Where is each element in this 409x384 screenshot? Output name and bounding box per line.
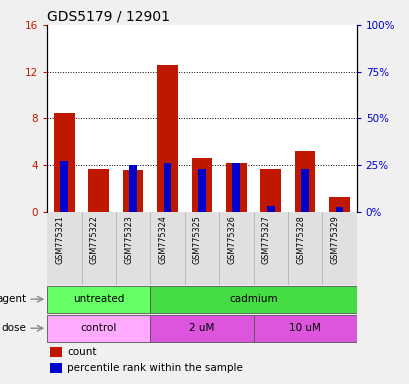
Bar (225, 163, 246, 212)
Text: GDS5179 / 12901: GDS5179 / 12901 (47, 10, 170, 24)
Text: dose: dose (2, 323, 27, 333)
Bar (232, 163, 240, 212)
Bar (328, 197, 349, 212)
Text: cadmium: cadmium (229, 294, 277, 304)
Text: percentile rank within the sample: percentile rank within the sample (67, 363, 243, 373)
Text: GSM775322: GSM775322 (90, 215, 99, 265)
Text: agent: agent (0, 294, 27, 304)
Bar (301, 169, 308, 212)
Bar (129, 165, 137, 212)
Text: GSM775324: GSM775324 (158, 215, 167, 264)
Text: untreated: untreated (73, 294, 124, 304)
Text: GSM775323: GSM775323 (124, 215, 133, 264)
Bar (47, 315, 150, 342)
Bar (50, 363, 62, 373)
Bar (47, 286, 150, 313)
Text: 2 uM: 2 uM (189, 323, 214, 333)
Text: count: count (67, 347, 97, 357)
Text: 10 uM: 10 uM (288, 323, 320, 333)
Text: control: control (80, 323, 117, 333)
Bar (88, 169, 109, 212)
Bar (198, 169, 205, 212)
Bar (163, 163, 171, 212)
Bar (335, 207, 343, 212)
Text: GSM775328: GSM775328 (295, 215, 304, 264)
Bar (123, 170, 143, 212)
Bar (294, 151, 315, 212)
Bar (266, 206, 274, 212)
Bar (260, 169, 280, 212)
Text: GSM775321: GSM775321 (55, 215, 64, 264)
Text: GSM775327: GSM775327 (261, 215, 270, 265)
Bar (157, 65, 178, 212)
Bar (150, 286, 356, 313)
Bar (150, 315, 253, 342)
Text: GSM775326: GSM775326 (227, 215, 236, 264)
Bar (54, 113, 74, 212)
Text: GSM775329: GSM775329 (330, 215, 339, 265)
Bar (50, 346, 62, 357)
Text: GSM775325: GSM775325 (193, 215, 201, 265)
Bar (191, 158, 212, 212)
Bar (60, 161, 68, 212)
Bar (253, 315, 356, 342)
